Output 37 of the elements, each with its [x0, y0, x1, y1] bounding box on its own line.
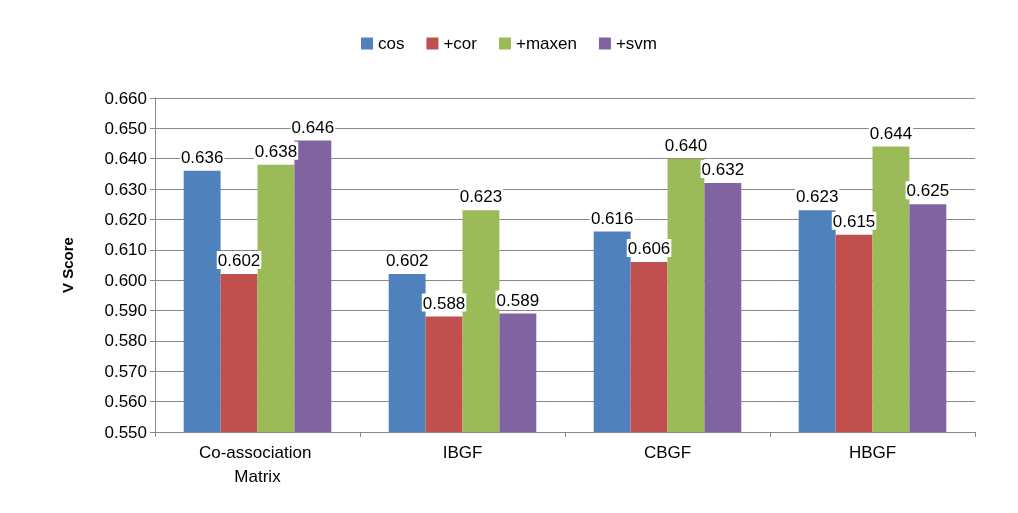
x-tick-label: HBGF: [848, 442, 897, 462]
y-tick-label: 0.610: [104, 240, 147, 260]
data-label: 0.602: [385, 251, 429, 271]
x-tick-label: CBGF: [643, 442, 692, 462]
data-label: 0.640: [664, 135, 708, 155]
data-label: 0.615: [832, 211, 876, 231]
x-tick-label: Co-association Matrix: [198, 442, 317, 486]
y-tick-label: 0.560: [104, 392, 147, 412]
data-label: 0.589: [496, 290, 540, 310]
y-tick-label: 0.620: [104, 209, 147, 229]
data-label: 0.646: [291, 117, 335, 137]
data-label: 0.632: [701, 160, 745, 180]
legend-label: +maxen: [515, 34, 577, 53]
data-label: 0.644: [869, 123, 913, 143]
data-label: 0.602: [217, 251, 261, 271]
data-label: 0.616: [590, 208, 634, 228]
y-tick-label: 0.550: [104, 422, 147, 442]
y-tick-label: 0.650: [104, 118, 147, 138]
legend-label: cos: [377, 34, 405, 53]
data-label: 0.625: [906, 181, 950, 201]
data-label: 0.638: [254, 141, 298, 161]
y-tick-label: 0.660: [104, 88, 147, 108]
legend-label: +svm: [615, 34, 658, 53]
y-tick-label: 0.630: [104, 179, 147, 199]
y-tick-label: 0.600: [104, 270, 147, 290]
y-tick-label: 0.590: [104, 301, 147, 321]
legend-label: +cor: [443, 34, 478, 53]
data-label: 0.636: [180, 147, 224, 167]
y-tick-label: 0.580: [104, 331, 147, 351]
y-tick-label: 0.640: [104, 149, 147, 169]
y-axis-title: V Score: [59, 237, 76, 293]
data-label: 0.623: [795, 187, 839, 207]
data-label: 0.606: [627, 238, 671, 258]
x-tick-label: IBGF: [442, 442, 483, 462]
data-label: 0.623: [459, 187, 503, 207]
y-tick-label: 0.570: [104, 361, 147, 381]
data-label: 0.588: [422, 293, 466, 313]
